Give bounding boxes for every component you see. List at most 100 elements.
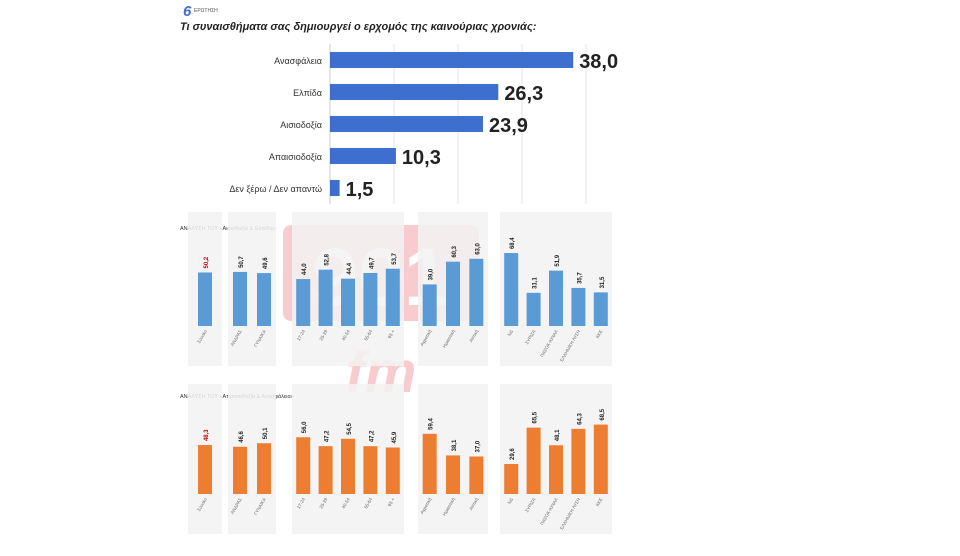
chart-optimism-hope-breakdown: ΑΝΑΛΥΣΗ ΤΟΥ «Αισιοδοξία & Ελπίδα»50,2Σύν… xyxy=(180,212,612,366)
value-label: 45,9 xyxy=(392,431,398,443)
bar xyxy=(549,445,563,494)
question-number-logo: 6 xyxy=(183,3,192,20)
bar xyxy=(385,268,400,326)
bar xyxy=(385,447,400,494)
value-label: 47,2 xyxy=(325,430,331,442)
category-label: 65 + xyxy=(387,329,396,340)
value-label: 1,5 xyxy=(346,179,374,201)
breakdown-title: ΑΝΑΛΥΣΗ ΤΟΥ «Αισιοδοξία & Ελπίδα» xyxy=(180,226,276,232)
value-label: 59,4 xyxy=(429,417,435,429)
category-label: 40-54 xyxy=(341,329,351,342)
bar xyxy=(469,258,484,326)
bar xyxy=(504,464,519,494)
value-label: 68,4 xyxy=(510,237,516,249)
question-number-caption: ΕΡΩΤΗΣΗ xyxy=(194,8,218,14)
value-label: 23,9 xyxy=(489,115,528,137)
category-label: Ελπίδα xyxy=(293,88,322,98)
category-label: 17-24 xyxy=(296,329,306,342)
value-label: 53,7 xyxy=(392,252,398,264)
bar xyxy=(446,261,460,326)
value-label: 38,1 xyxy=(452,439,458,451)
bar xyxy=(296,437,311,494)
bar xyxy=(341,438,355,494)
category-label: 55-64 xyxy=(363,497,373,510)
bar xyxy=(330,52,574,68)
bar xyxy=(318,269,333,326)
bar xyxy=(446,455,460,494)
bar xyxy=(296,279,311,326)
category-label: 65 + xyxy=(387,497,396,508)
bar xyxy=(549,270,563,326)
value-label: 60,3 xyxy=(452,245,458,257)
value-label: 68,5 xyxy=(600,408,606,420)
bar xyxy=(571,287,586,326)
chart-main-horizontal-bars: Ανασφάλεια 38,0 Ελπίδα 26,3 Αισιοδοξία 23,9 Απ… xyxy=(229,44,618,204)
category-label: 25-39 xyxy=(318,497,328,510)
bar xyxy=(363,272,378,326)
value-label: 31,1 xyxy=(533,276,539,288)
bar xyxy=(198,272,212,326)
value-label: 50,1 xyxy=(263,427,269,439)
bar xyxy=(233,446,247,494)
value-label: 50,7 xyxy=(239,256,245,268)
value-label: 49,7 xyxy=(369,257,375,269)
value-label: 48,1 xyxy=(555,429,561,441)
value-label: 29,6 xyxy=(510,448,516,460)
value-label: 44,4 xyxy=(347,262,353,274)
bar xyxy=(526,292,541,326)
value-label: 64,3 xyxy=(577,413,583,425)
category-label: 17-24 xyxy=(296,497,306,510)
category-label: ΚΚΕ xyxy=(595,497,604,507)
bar xyxy=(330,84,499,100)
value-label: 52,8 xyxy=(325,253,331,265)
value-label: 10,3 xyxy=(402,147,441,169)
bar xyxy=(341,278,355,326)
value-label: 37,0 xyxy=(475,440,481,452)
bar xyxy=(571,428,586,494)
bar xyxy=(330,148,396,164)
value-label: 49,6 xyxy=(263,257,269,269)
bar xyxy=(593,424,608,494)
value-label: 46,6 xyxy=(239,430,245,442)
category-label: ΝΔ xyxy=(507,497,514,505)
bar xyxy=(198,445,212,494)
value-label: 38,0 xyxy=(579,51,618,73)
value-label: 26,3 xyxy=(504,83,543,105)
bar xyxy=(422,433,437,494)
bar xyxy=(330,116,483,132)
value-label: 56,0 xyxy=(302,421,308,433)
bar xyxy=(257,443,271,494)
value-label: 31,5 xyxy=(600,276,606,288)
category-label: ΚΚΕ xyxy=(595,329,604,339)
value-label: 48,3 xyxy=(204,429,210,441)
bar xyxy=(469,456,484,494)
category-label: 40-54 xyxy=(341,497,351,510)
value-label: 65,5 xyxy=(533,411,539,423)
category-label: Ανασφάλεια xyxy=(274,56,322,66)
bar xyxy=(330,180,340,196)
header: 6 ΕΡΩΤΗΣΗ Τι συναισθήματα σας δημιουργεί… xyxy=(180,3,537,33)
category-label: 25-39 xyxy=(318,329,328,342)
value-label: 35,7 xyxy=(577,272,583,284)
bar xyxy=(526,427,541,494)
category-label: Δεν ξέρω / Δεν απαντώ xyxy=(229,184,322,194)
bar xyxy=(422,284,437,326)
value-label: 39,0 xyxy=(429,268,435,280)
value-label: 54,5 xyxy=(347,422,353,434)
bar xyxy=(593,292,608,326)
value-label: 50,2 xyxy=(204,256,210,268)
bar xyxy=(257,273,271,326)
value-label: 44,0 xyxy=(302,263,308,275)
bar xyxy=(363,446,378,494)
category-label: 55-64 xyxy=(363,329,373,342)
question-title: Τι συναισθήματα σας δημιουργεί ο ερχομός… xyxy=(180,21,537,33)
chart-pessimism-insecurity-breakdown: ΑΝΑΛΥΣΗ ΤΟΥ «Απαισιοδοξία & Ανασφάλεια»4… xyxy=(180,384,612,534)
category-label: Αισιοδοξία xyxy=(280,120,322,130)
value-label: 51,9 xyxy=(555,254,561,266)
bar xyxy=(504,253,519,326)
category-label: ΝΔ xyxy=(507,329,514,337)
value-label: 63,0 xyxy=(475,242,481,254)
bar xyxy=(233,271,247,326)
bar xyxy=(318,446,333,494)
